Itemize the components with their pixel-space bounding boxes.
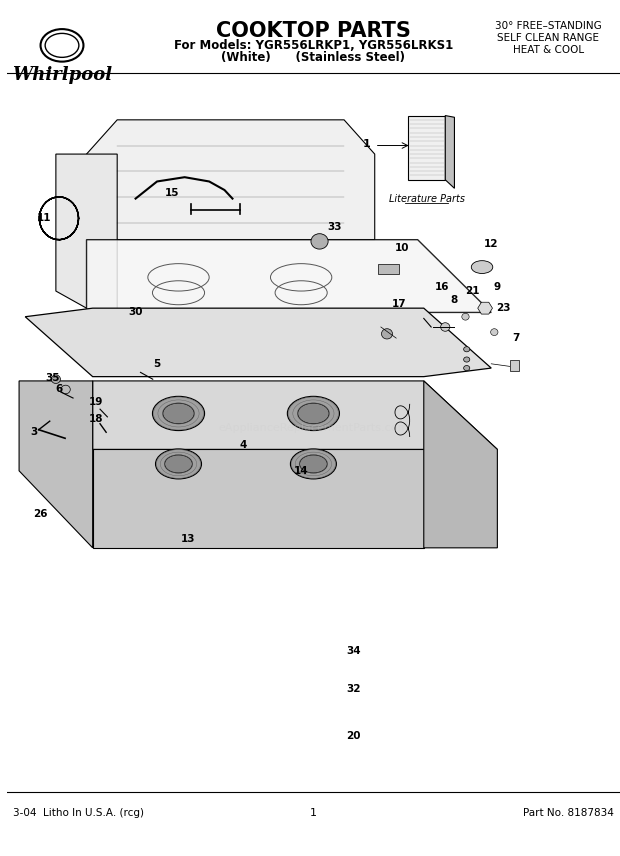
Text: 30: 30	[128, 307, 143, 318]
Text: 5: 5	[153, 359, 161, 369]
Text: 26: 26	[33, 508, 48, 519]
FancyBboxPatch shape	[409, 116, 445, 180]
Ellipse shape	[311, 234, 328, 249]
Polygon shape	[87, 240, 491, 312]
Text: 20: 20	[346, 731, 360, 741]
Polygon shape	[478, 302, 492, 314]
Text: 8: 8	[451, 294, 458, 305]
Ellipse shape	[156, 449, 202, 479]
Text: 4: 4	[239, 440, 247, 450]
Text: 14: 14	[294, 466, 309, 476]
Text: 21: 21	[466, 286, 480, 296]
Ellipse shape	[381, 329, 392, 339]
Text: 19: 19	[89, 397, 103, 407]
Text: 13: 13	[180, 534, 195, 544]
Text: Literature Parts: Literature Parts	[389, 194, 465, 205]
Text: COOKTOP PARTS: COOKTOP PARTS	[216, 21, 411, 41]
Text: 30° FREE–STANDING
SELF CLEAN RANGE
HEAT & COOL: 30° FREE–STANDING SELF CLEAN RANGE HEAT …	[495, 21, 601, 55]
Text: For Models: YGR556LRKP1, YGR556LRKS1: For Models: YGR556LRKP1, YGR556LRKS1	[174, 39, 453, 51]
Ellipse shape	[462, 313, 469, 320]
Polygon shape	[424, 381, 497, 548]
Text: 3-04  Litho In U.S.A. (rcg): 3-04 Litho In U.S.A. (rcg)	[13, 808, 144, 818]
Text: 11: 11	[37, 213, 51, 223]
Polygon shape	[19, 381, 92, 548]
Ellipse shape	[290, 449, 337, 479]
Polygon shape	[25, 308, 491, 377]
Text: Part No. 8187834: Part No. 8187834	[523, 808, 614, 818]
Ellipse shape	[471, 261, 493, 274]
Text: 23: 23	[496, 303, 511, 313]
Text: 10: 10	[395, 243, 410, 253]
Text: 6: 6	[55, 384, 63, 395]
Ellipse shape	[490, 329, 498, 336]
Polygon shape	[56, 154, 117, 325]
Ellipse shape	[298, 403, 329, 424]
Text: eApplianceReplacementParts.com: eApplianceReplacementParts.com	[218, 423, 409, 433]
Text: 33: 33	[327, 222, 342, 232]
Ellipse shape	[464, 357, 470, 362]
Polygon shape	[445, 116, 454, 188]
Ellipse shape	[51, 375, 61, 383]
Text: (White)      (Stainless Steel): (White) (Stainless Steel)	[221, 51, 405, 64]
Text: 32: 32	[346, 684, 360, 694]
Polygon shape	[378, 264, 399, 274]
Polygon shape	[92, 381, 497, 449]
Text: Whirlpool: Whirlpool	[12, 66, 112, 84]
Ellipse shape	[464, 366, 470, 371]
Text: 1: 1	[363, 139, 370, 149]
Text: 12: 12	[484, 239, 498, 249]
Ellipse shape	[61, 385, 70, 394]
Text: 17: 17	[392, 299, 407, 309]
Ellipse shape	[165, 455, 192, 473]
Ellipse shape	[441, 323, 450, 331]
Ellipse shape	[163, 403, 194, 424]
Text: 35: 35	[45, 373, 60, 383]
Polygon shape	[87, 120, 374, 240]
Text: 1: 1	[310, 808, 317, 818]
Text: 34: 34	[346, 645, 361, 656]
Text: 9: 9	[494, 282, 501, 292]
Ellipse shape	[464, 347, 470, 352]
Text: 18: 18	[89, 414, 103, 425]
Polygon shape	[92, 449, 424, 548]
Text: 15: 15	[165, 187, 180, 198]
Ellipse shape	[299, 455, 327, 473]
Bar	[510, 360, 519, 371]
Text: 3: 3	[31, 427, 38, 437]
Text: 7: 7	[512, 333, 520, 343]
Text: 16: 16	[435, 282, 449, 292]
Ellipse shape	[287, 396, 340, 431]
Ellipse shape	[153, 396, 205, 431]
